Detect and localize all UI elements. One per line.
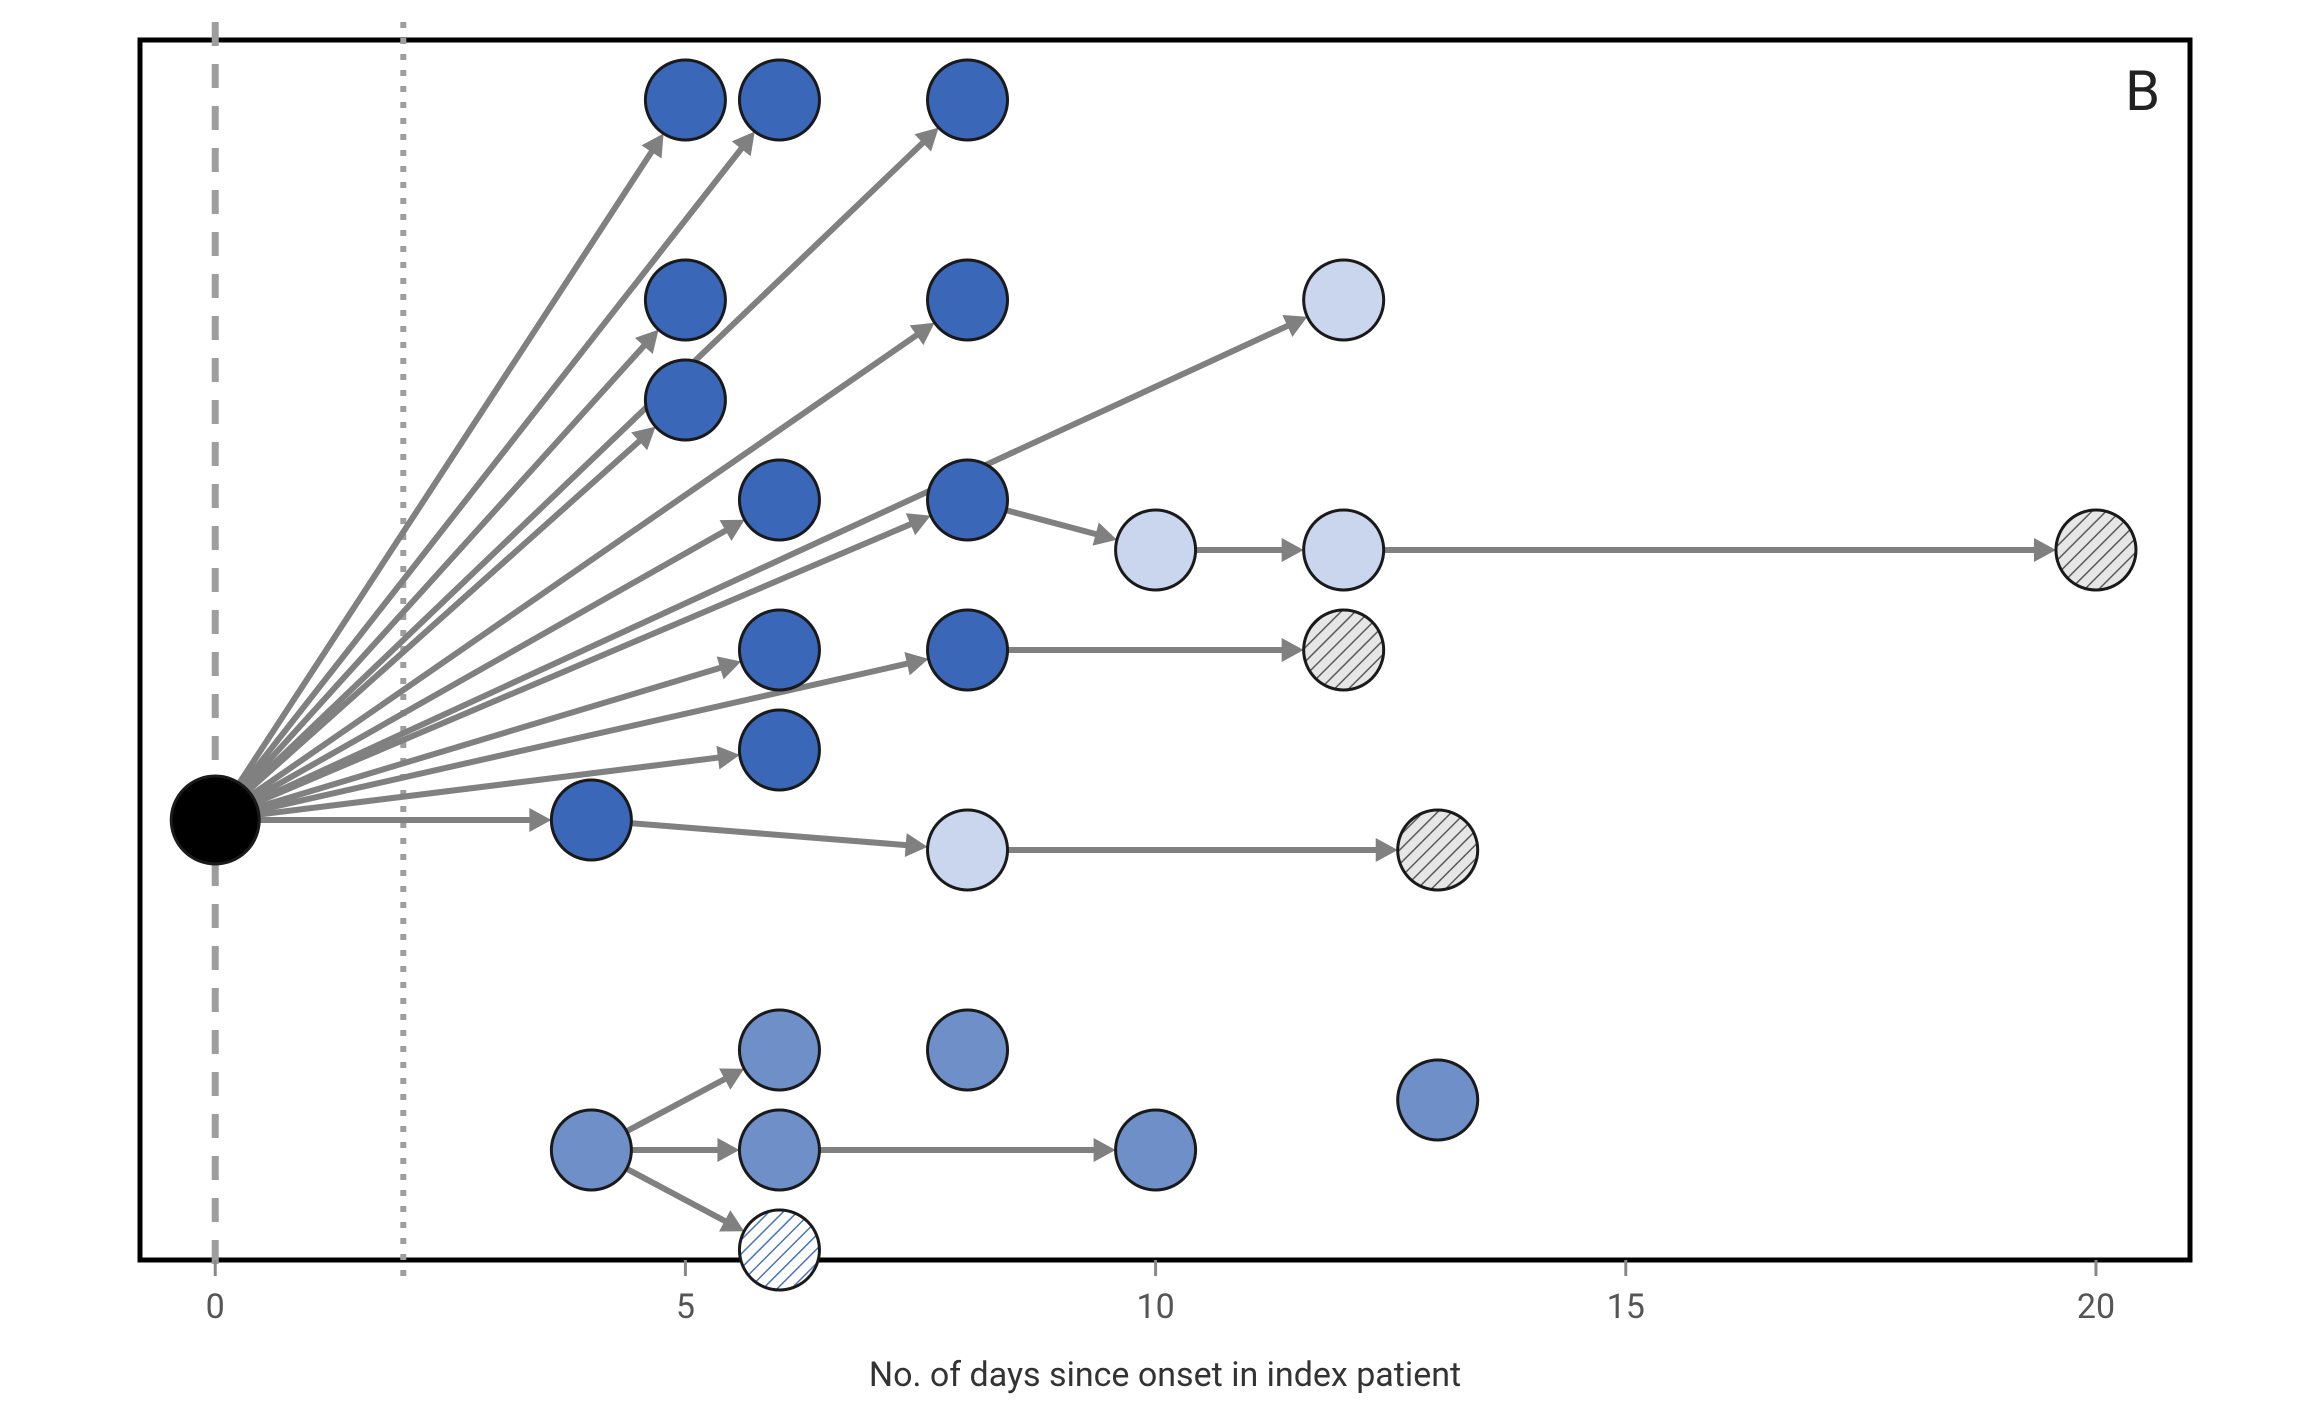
node-a1: [645, 60, 725, 140]
panel-label: B: [2125, 58, 2160, 124]
node-f1: [739, 710, 819, 790]
x-tick-label: 10: [1136, 1287, 1174, 1327]
node-j1: [739, 1210, 819, 1290]
edges: [239, 128, 2056, 1232]
edge: [247, 138, 927, 789]
node-g2: [928, 810, 1008, 890]
node-e2: [928, 610, 1008, 690]
edge-arrow: [717, 1138, 739, 1162]
node-c1: [645, 360, 725, 440]
node-e3: [1304, 610, 1384, 690]
node-b1: [645, 260, 725, 340]
edge-arrow: [1093, 522, 1117, 545]
node-d1: [739, 460, 819, 540]
node-e1: [739, 610, 819, 690]
node-b3: [1304, 260, 1384, 340]
edge-arrow: [1094, 1138, 1116, 1162]
edge-arrow: [717, 656, 742, 679]
x-axis-label: No. of days since onset in index patient: [869, 1355, 1461, 1395]
edge: [627, 1076, 731, 1131]
node-d2: [928, 460, 1008, 540]
edge-arrow: [1282, 638, 1304, 662]
edge-arrow: [2034, 538, 2056, 562]
node-h2: [928, 1010, 1008, 1090]
edge-arrow: [1376, 838, 1398, 862]
x-tick-label: 5: [676, 1287, 695, 1327]
edge: [631, 823, 912, 845]
node-h1: [739, 1010, 819, 1090]
edge-arrow: [716, 746, 739, 770]
edge-arrow: [529, 808, 551, 832]
edge-arrow: [1282, 538, 1304, 562]
node-i0: [551, 1110, 631, 1190]
node-d3: [1116, 510, 1196, 590]
node-g3: [1398, 810, 1478, 890]
node-a3: [928, 60, 1008, 140]
x-tick-label: 20: [2077, 1287, 2115, 1327]
edge: [1006, 510, 1102, 535]
node-b2: [928, 260, 1008, 340]
x-tick-label: 0: [206, 1287, 225, 1327]
node-i1: [739, 1110, 819, 1190]
node-i2: [1116, 1110, 1196, 1190]
node-a2: [739, 60, 819, 140]
edge-arrow: [904, 652, 928, 675]
node-d4: [1304, 510, 1384, 590]
node-idx: [171, 776, 259, 864]
x-tick-label: 15: [1607, 1287, 1645, 1327]
edge: [627, 1169, 731, 1224]
node-d5: [2056, 510, 2136, 590]
node-g1: [551, 780, 631, 860]
edge-arrow: [905, 833, 928, 857]
node-h3: [1398, 1060, 1478, 1140]
